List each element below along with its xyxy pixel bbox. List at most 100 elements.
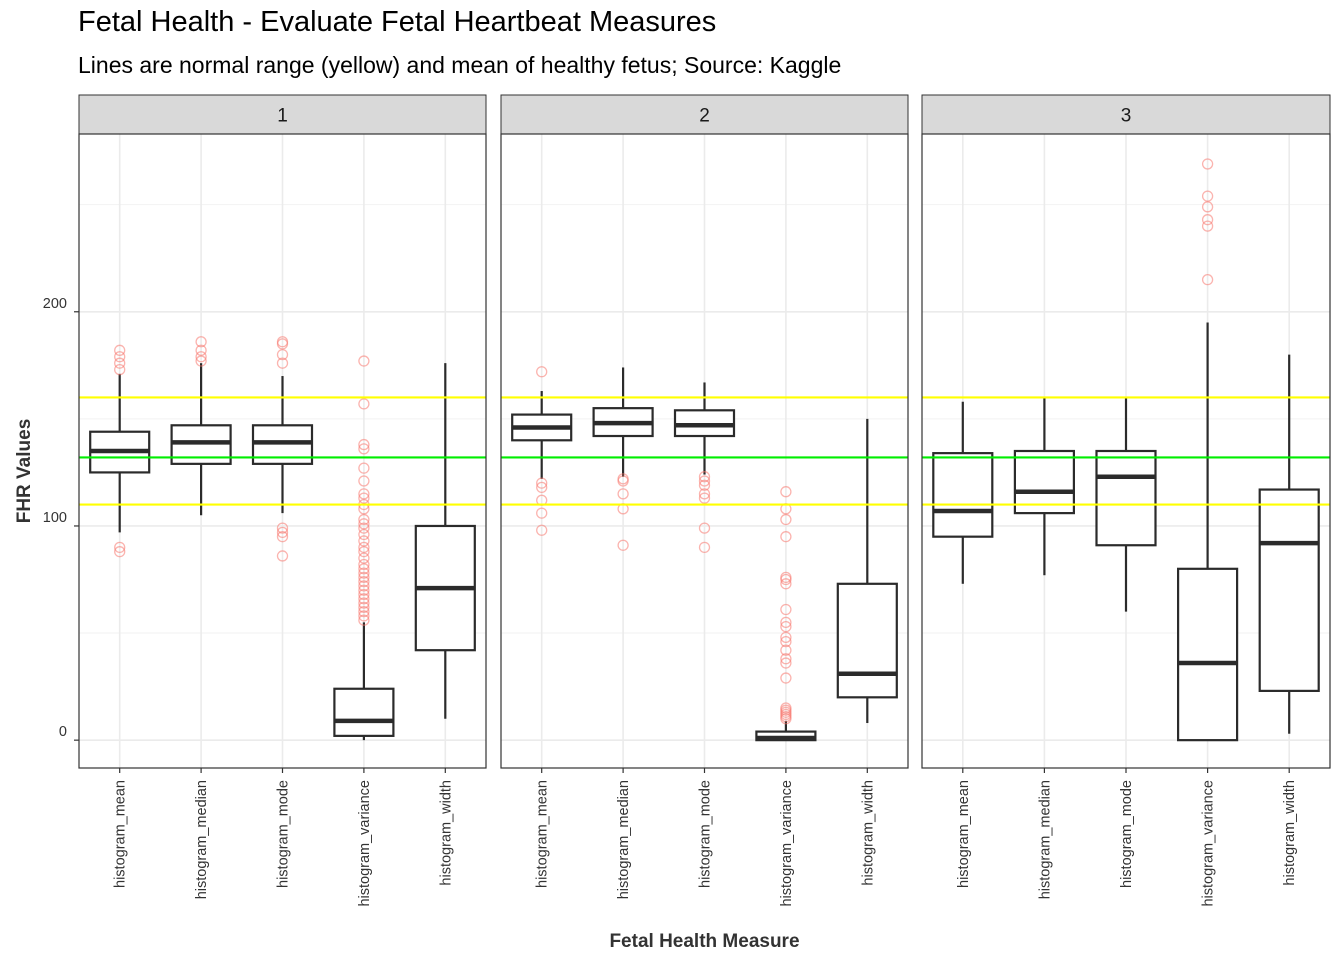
outlier-point — [358, 580, 370, 592]
outlier-point — [698, 475, 711, 487]
outlier-point — [276, 550, 289, 562]
y-axis-title: FHR Values — [14, 419, 35, 524]
outlier-point — [358, 610, 370, 622]
outlier-point — [358, 518, 370, 530]
outlier-point — [358, 535, 370, 547]
outlier-point — [358, 584, 370, 596]
outlier-point — [358, 513, 370, 526]
outlier-point — [358, 462, 370, 474]
outlier-point — [358, 605, 370, 618]
outlier-point — [617, 539, 629, 551]
chart-subtitle: Lines are normal range (yellow) and mean… — [78, 52, 842, 78]
outlier-point — [780, 635, 792, 648]
outlier-point — [358, 593, 370, 605]
outlier-point — [358, 528, 370, 541]
outlier-point — [536, 366, 548, 378]
outlier-point — [358, 522, 370, 534]
outlier-point — [114, 351, 126, 363]
outlier-point — [358, 563, 370, 575]
box-iqr — [1095, 449, 1157, 547]
x-tick-label: histogram_mean — [956, 780, 972, 888]
outlier-point — [780, 672, 792, 684]
outlier-point — [1201, 190, 1214, 202]
outlier-point — [358, 546, 370, 558]
outlier-point — [780, 653, 792, 665]
x-tick-label: histogram_variance — [1201, 780, 1217, 907]
outlier-point — [358, 355, 370, 367]
outlier-point — [276, 522, 289, 534]
x-tick-label: histogram_mean — [113, 780, 129, 888]
x-tick-label: histogram_width — [860, 780, 876, 886]
outlier-point — [780, 603, 792, 616]
outlier-point — [780, 657, 792, 669]
outlier-point — [780, 578, 792, 590]
outlier-point — [358, 552, 370, 564]
y-tick-label: 0 — [59, 724, 67, 740]
outlier-point — [114, 357, 126, 369]
outlier-point — [1201, 201, 1214, 213]
facet-strip — [921, 94, 1331, 135]
outlier-point — [780, 616, 792, 629]
outlier-point — [276, 348, 289, 361]
outlier-point — [1201, 220, 1214, 232]
box-iqr — [1013, 449, 1076, 515]
outlier-point — [358, 588, 370, 601]
outlier-point — [114, 363, 126, 376]
y-tick-label: 100 — [43, 510, 67, 526]
outlier-point — [698, 541, 711, 554]
outlier-point — [358, 576, 370, 588]
outlier-point — [114, 344, 126, 356]
outlier-point — [617, 488, 629, 500]
x-tick-label: histogram_median — [1037, 780, 1053, 899]
outlier-point — [536, 507, 548, 519]
x-tick-label: histogram_median — [194, 780, 210, 899]
outlier-point — [780, 513, 792, 526]
chart-title: Fetal Health - Evaluate Fetal Heartbeat … — [78, 6, 717, 38]
outlier-point — [358, 488, 370, 500]
x-tick-label: histogram_median — [616, 780, 632, 899]
outlier-point — [358, 597, 370, 609]
outlier-point — [358, 438, 370, 451]
outlier-point — [780, 620, 792, 633]
x-tick-label: histogram_variance — [357, 780, 373, 907]
outlier-point — [195, 344, 207, 356]
box-iqr — [1258, 488, 1320, 692]
outlier-point — [617, 475, 629, 487]
outlier-point — [195, 355, 207, 367]
y-tick-label: 200 — [43, 296, 67, 312]
outlier-point — [698, 471, 711, 483]
x-tick-label: histogram_mode — [1119, 780, 1135, 888]
outlier-point — [358, 398, 370, 410]
outlier-point — [780, 702, 792, 714]
outlier-point — [698, 522, 711, 534]
outlier-point — [1201, 273, 1214, 286]
outlier-point — [358, 567, 370, 579]
outlier-point — [114, 541, 126, 554]
outlier-point — [114, 546, 126, 558]
x-tick-label: histogram_width — [438, 780, 454, 886]
facet-strip — [500, 94, 909, 135]
box-iqr — [1176, 567, 1239, 742]
outlier-point — [358, 443, 370, 455]
outlier-point — [276, 531, 289, 543]
outlier-point — [358, 492, 370, 504]
x-tick-label: histogram_variance — [779, 780, 795, 907]
outlier-point — [276, 526, 289, 539]
box-iqr — [333, 687, 395, 737]
outlier-point — [358, 475, 370, 487]
facet-label: 1 — [277, 106, 288, 127]
box-iqr — [932, 452, 994, 538]
outlier-point — [358, 558, 370, 571]
facet-label: 2 — [699, 106, 710, 127]
x-tick-label: histogram_width — [1282, 780, 1298, 886]
outlier-point — [358, 601, 370, 614]
outlier-point — [1201, 158, 1214, 170]
outlier-point — [698, 479, 711, 491]
outlier-point — [780, 644, 792, 656]
facet-label: 3 — [1121, 106, 1132, 127]
outlier-point — [276, 357, 289, 369]
x-tick-label: histogram_mode — [698, 780, 714, 888]
outlier-point — [780, 631, 792, 643]
outlier-point — [536, 477, 548, 489]
